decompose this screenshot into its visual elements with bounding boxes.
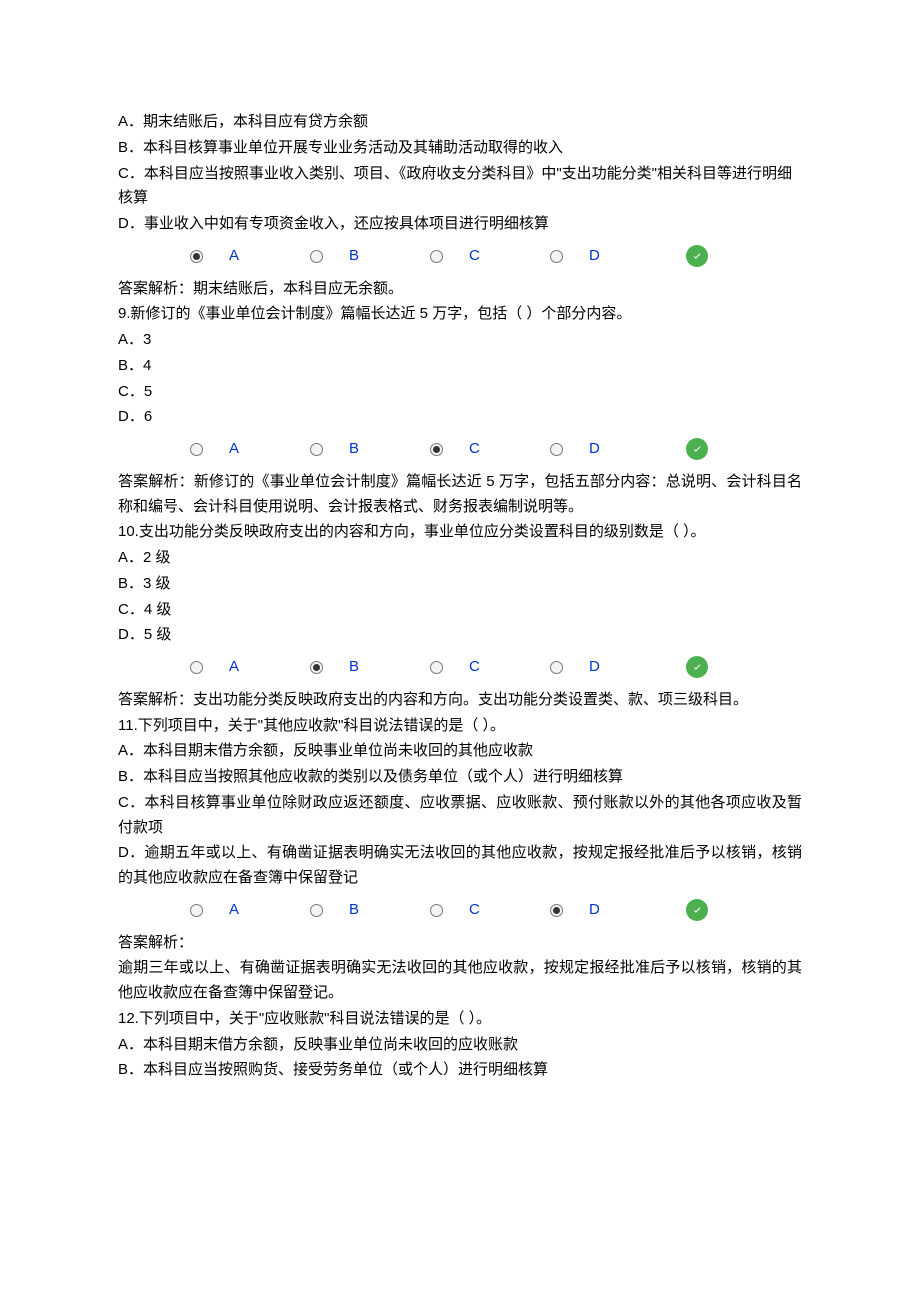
q12-option-b: B．本科目应当按照购货、接受劳务单位（或个人）进行明细核算 [118, 1058, 802, 1083]
correct-check-icon [686, 245, 708, 267]
q10-option-a: A．2 级 [118, 546, 802, 571]
q10-letter-b: B [349, 655, 359, 680]
q9-letter-d: D [589, 437, 600, 462]
q8-option-d: D．事业收入中如有专项资金收入，还应按具体项目进行明细核算 [118, 212, 802, 237]
q11-option-c: C．本科目核算事业单位除财政应返还额度、应收票据、应收账款、预付账款以外的其他各… [118, 791, 802, 841]
q9-explanation: 答案解析：新修订的《事业单位会计制度》篇幅长达近 5 万字，包括五部分内容：总说… [118, 470, 802, 520]
q11-letter-d: D [589, 898, 600, 923]
q10-radio-a[interactable] [190, 661, 203, 674]
q8-letter-b: B [349, 244, 359, 269]
q11-option-d: D．逾期五年或以上、有确凿证据表明确实无法收回的其他应收款，按规定报经批准后予以… [118, 841, 802, 891]
q9-radio-d[interactable] [550, 443, 563, 456]
q11-radio-b[interactable] [310, 904, 323, 917]
q9-option-b: B．4 [118, 354, 802, 379]
q11-letter-c: C [469, 898, 480, 923]
q10-option-b: B．3 级 [118, 572, 802, 597]
q11-stem: 11.下列项目中，关于"其他应收款"科目说法错误的是（ ）。 [118, 714, 802, 739]
q10-radio-c[interactable] [430, 661, 443, 674]
q10-letter-c: C [469, 655, 480, 680]
q8-radio-a[interactable] [190, 250, 203, 263]
q11-explanation-label: 答案解析： [118, 931, 802, 956]
q11-option-a: A．本科目期末借方余额，反映事业单位尚未收回的其他应收款 [118, 739, 802, 764]
correct-check-icon [686, 656, 708, 678]
q8-answer-row: A B C D [118, 238, 802, 277]
q9-option-a: A．3 [118, 328, 802, 353]
q8-explanation: 答案解析：期末结账后，本科目应无余额。 [118, 277, 802, 302]
q8-radio-b[interactable] [310, 250, 323, 263]
correct-check-icon [686, 438, 708, 460]
q12-option-a: A．本科目期末借方余额，反映事业单位尚未收回的应收账款 [118, 1033, 802, 1058]
q8-option-a: A．期末结账后，本科目应有贷方余额 [118, 110, 802, 135]
q11-option-b: B．本科目应当按照其他应收款的类别以及债务单位（或个人）进行明细核算 [118, 765, 802, 790]
q9-option-d: D．6 [118, 405, 802, 430]
q9-radio-b[interactable] [310, 443, 323, 456]
q8-letter-c: C [469, 244, 480, 269]
q11-radio-c[interactable] [430, 904, 443, 917]
q11-letter-b: B [349, 898, 359, 923]
correct-check-icon [686, 899, 708, 921]
q11-radio-d[interactable] [550, 904, 563, 917]
q10-option-d: D．5 级 [118, 623, 802, 648]
q9-letter-a: A [229, 437, 239, 462]
q9-letter-c: C [469, 437, 480, 462]
q8-letter-a: A [229, 244, 239, 269]
q11-explanation-body: 逾期三年或以上、有确凿证据表明确实无法收回的其他应收款，按规定报经批准后予以核销… [118, 956, 802, 1006]
q9-answer-row: A B C D [118, 431, 802, 470]
q10-radio-b[interactable] [310, 661, 323, 674]
q8-option-c: C．本科目应当按照事业收入类别、项目、《政府收支分类科目》中"支出功能分类"相关… [118, 162, 802, 212]
q8-option-b: B．本科目核算事业单位开展专业业务活动及其辅助活动取得的收入 [118, 136, 802, 161]
q10-letter-d: D [589, 655, 600, 680]
q9-stem: 9.新修订的《事业单位会计制度》篇幅长达近 5 万字，包括（ ）个部分内容。 [118, 302, 802, 327]
q9-letter-b: B [349, 437, 359, 462]
q10-radio-d[interactable] [550, 661, 563, 674]
q10-stem: 10.支出功能分类反映政府支出的内容和方向，事业单位应分类设置科目的级别数是（ … [118, 520, 802, 545]
q8-radio-d[interactable] [550, 250, 563, 263]
q10-letter-a: A [229, 655, 239, 680]
q11-answer-row: A B C D [118, 892, 802, 931]
q11-radio-a[interactable] [190, 904, 203, 917]
q10-option-c: C．4 级 [118, 598, 802, 623]
q10-explanation: 答案解析：支出功能分类反映政府支出的内容和方向。支出功能分类设置类、款、项三级科… [118, 688, 802, 713]
q11-letter-a: A [229, 898, 239, 923]
q9-radio-c[interactable] [430, 443, 443, 456]
q8-letter-d: D [589, 244, 600, 269]
q12-stem: 12.下列项目中，关于"应收账款"科目说法错误的是（ ）。 [118, 1007, 802, 1032]
q9-radio-a[interactable] [190, 443, 203, 456]
q9-option-c: C．5 [118, 380, 802, 405]
q8-radio-c[interactable] [430, 250, 443, 263]
q10-answer-row: A B C D [118, 649, 802, 688]
